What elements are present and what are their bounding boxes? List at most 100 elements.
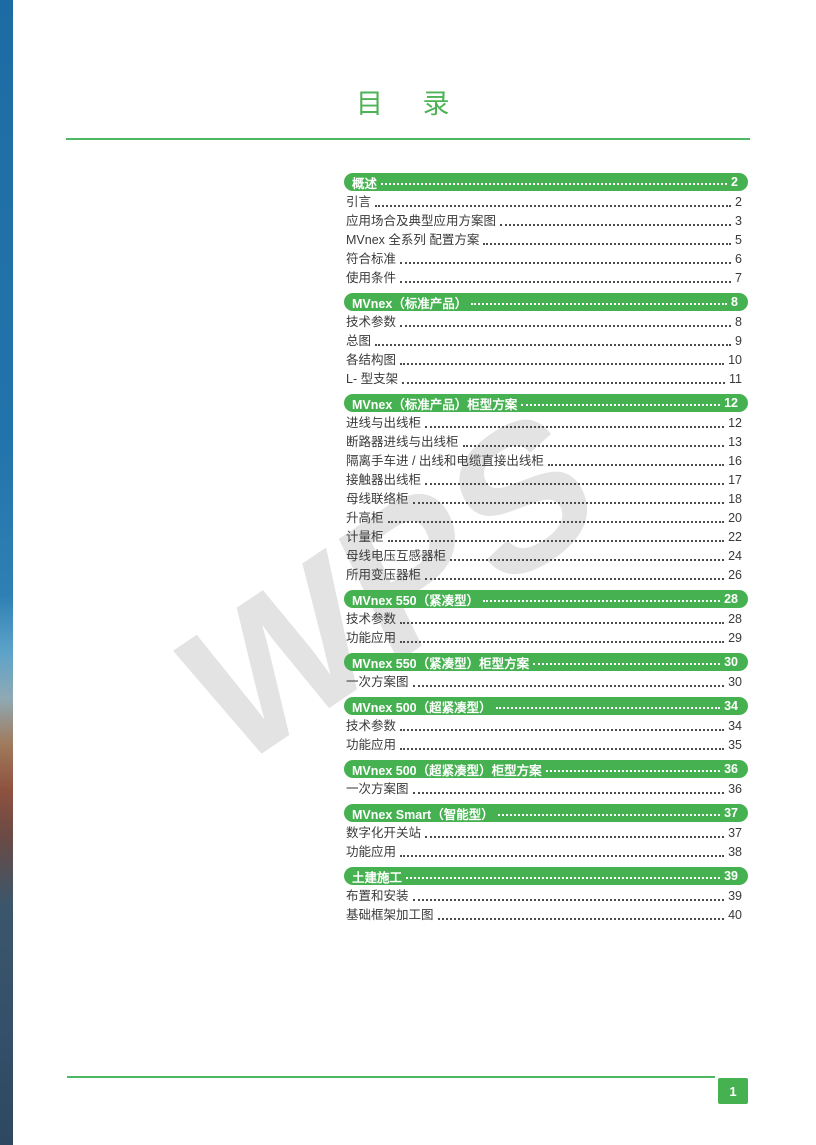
toc-section-header[interactable]: MVnex 500（超紧凑型） 34 — [344, 697, 748, 715]
toc-section: 概述 2 引言 2 应用场合及典型应用方案图 3 MVnex 全系列 配置方案 … — [344, 173, 748, 288]
dot-leader — [402, 382, 726, 384]
dot-leader — [400, 855, 725, 857]
toc-item-page-number: 29 — [728, 631, 742, 645]
toc-item-page-number: 30 — [728, 675, 742, 689]
toc-item[interactable]: 一次方案图 36 — [344, 780, 748, 799]
toc-item-page-number: 26 — [728, 568, 742, 582]
toc-item[interactable]: 母线联络柜 18 — [344, 490, 748, 509]
toc-item-page-number: 37 — [728, 826, 742, 840]
toc-item-label: 布置和安装 — [346, 889, 409, 903]
toc-item-label: 接触器出线柜 — [346, 473, 422, 487]
toc-item-page-number: 11 — [729, 372, 742, 386]
toc-section-header[interactable]: MVnex Smart（智能型） 37 — [344, 804, 748, 822]
toc-section-items: 布置和安装 39 基础框架加工图 40 — [344, 887, 748, 925]
dot-leader — [495, 707, 721, 709]
toc-item-label: 断路器进线与出线柜 — [346, 435, 459, 449]
toc-section-page-number: 2 — [731, 175, 738, 189]
toc-item-label: 一次方案图 — [346, 782, 409, 796]
toc-item[interactable]: 基础框架加工图 40 — [344, 906, 748, 925]
toc-item-page-number: 34 — [728, 719, 742, 733]
toc-section-header[interactable]: MVnex（标准产品） 8 — [344, 293, 748, 311]
toc-item-page-number: 13 — [728, 435, 742, 449]
page-title: 目 录 — [356, 89, 466, 119]
toc-item-label: 各结构图 — [346, 353, 397, 367]
dot-leader — [545, 770, 721, 772]
toc-item[interactable]: 计量柜 22 — [344, 528, 748, 547]
toc-item-page-number: 24 — [728, 549, 742, 563]
toc-item[interactable]: 布置和安装 39 — [344, 887, 748, 906]
dot-leader — [400, 748, 725, 750]
toc-item-label: 升高柜 — [346, 511, 384, 525]
toc-item-label: 技术参数 — [346, 612, 397, 626]
toc-item[interactable]: 功能应用 35 — [344, 736, 748, 755]
toc-item[interactable]: 升高柜 20 — [344, 509, 748, 528]
toc-section: MVnex（标准产品） 8 技术参数 8 总图 9 各结构图 10 L- 型支架… — [344, 293, 748, 389]
toc-item[interactable]: 技术参数 28 — [344, 610, 748, 629]
toc-item[interactable]: 应用场合及典型应用方案图 3 — [344, 212, 748, 231]
toc-section: 土建施工 39 布置和安装 39 基础框架加工图 40 — [344, 867, 748, 925]
dot-leader — [375, 344, 732, 346]
dot-leader — [412, 792, 725, 794]
toc-item[interactable]: 隔离手车进 / 出线和电缆直接出线柜 16 — [344, 452, 748, 471]
toc-item[interactable]: L- 型支架 11 — [344, 370, 748, 389]
dot-leader — [400, 262, 732, 264]
toc-item[interactable]: 功能应用 38 — [344, 843, 748, 862]
toc-section-label: MVnex 550（紧凑型） — [352, 593, 480, 608]
dot-leader — [375, 205, 732, 207]
toc-section-label: MVnex 500（超紧凑型） — [352, 700, 492, 715]
dot-leader — [400, 622, 725, 624]
toc-section-items: 进线与出线柜 12 断路器进线与出线柜 13 隔离手车进 / 出线和电缆直接出线… — [344, 414, 748, 585]
toc-item-label: 母线联络柜 — [346, 492, 409, 506]
dot-leader — [400, 363, 725, 365]
toc-item-label: 总图 — [346, 334, 372, 348]
toc-item[interactable]: 进线与出线柜 12 — [344, 414, 748, 433]
toc-section-page-number: 34 — [724, 699, 738, 713]
toc-item-page-number: 6 — [735, 252, 742, 266]
dot-leader — [400, 729, 725, 731]
toc-section-header[interactable]: MVnex（标准产品）柜型方案 12 — [344, 394, 748, 412]
toc-section: MVnex Smart（智能型） 37 数字化开关站 37 功能应用 38 — [344, 804, 748, 862]
toc-item-page-number: 9 — [735, 334, 742, 348]
toc-item[interactable]: 引言 2 — [344, 193, 748, 212]
toc-item-page-number: 22 — [728, 530, 742, 544]
toc-item[interactable]: 一次方案图 30 — [344, 673, 748, 692]
toc-section-items: 数字化开关站 37 功能应用 38 — [344, 824, 748, 862]
toc-section-page-number: 8 — [731, 295, 738, 309]
toc-item-page-number: 3 — [735, 214, 742, 228]
toc-section: MVnex（标准产品）柜型方案 12 进线与出线柜 12 断路器进线与出线柜 1… — [344, 394, 748, 585]
toc-item[interactable]: 功能应用 29 — [344, 629, 748, 648]
toc-section-header[interactable]: MVnex 500（超紧凑型）柜型方案 36 — [344, 760, 748, 778]
toc-item[interactable]: 所用变压器柜 26 — [344, 566, 748, 585]
toc-item[interactable]: 接触器出线柜 17 — [344, 471, 748, 490]
toc-item-page-number: 28 — [728, 612, 742, 626]
toc-section-header[interactable]: MVnex 550（紧凑型） 28 — [344, 590, 748, 608]
toc-item[interactable]: 数字化开关站 37 — [344, 824, 748, 843]
toc-section-header[interactable]: 概述 2 — [344, 173, 748, 191]
toc-item[interactable]: 断路器进线与出线柜 13 — [344, 433, 748, 452]
toc-item[interactable]: 使用条件 7 — [344, 269, 748, 288]
toc-item[interactable]: 各结构图 10 — [344, 351, 748, 370]
toc-section-label: 概述 — [352, 176, 378, 191]
toc-item-label: 应用场合及典型应用方案图 — [346, 214, 497, 228]
toc-section-label: MVnex（标准产品）柜型方案 — [352, 397, 518, 412]
toc-section-items: 技术参数 28 功能应用 29 — [344, 610, 748, 648]
toc-item-page-number: 17 — [728, 473, 742, 487]
toc-item[interactable]: 母线电压互感器柜 24 — [344, 547, 748, 566]
toc-item[interactable]: MVnex 全系列 配置方案 5 — [344, 231, 748, 250]
toc-section-header[interactable]: MVnex 550（紧凑型）柜型方案 30 — [344, 653, 748, 671]
toc-section-items: 一次方案图 36 — [344, 780, 748, 799]
toc-section-items: 技术参数 8 总图 9 各结构图 10 L- 型支架 11 — [344, 313, 748, 389]
toc-item[interactable]: 技术参数 34 — [344, 717, 748, 736]
dot-leader — [425, 426, 725, 428]
dot-leader — [437, 918, 725, 920]
toc-section: MVnex 500（超紧凑型）柜型方案 36 一次方案图 36 — [344, 760, 748, 799]
toc-item[interactable]: 总图 9 — [344, 332, 748, 351]
toc-section-header[interactable]: 土建施工 39 — [344, 867, 748, 885]
toc-item-page-number: 7 — [735, 271, 742, 285]
toc-section-label: MVnex Smart（智能型） — [352, 807, 494, 822]
bottom-divider-line — [67, 1076, 715, 1078]
toc-item[interactable]: 符合标准 6 — [344, 250, 748, 269]
toc-item[interactable]: 技术参数 8 — [344, 313, 748, 332]
page-number-badge: 1 — [718, 1078, 748, 1104]
toc-item-label: 进线与出线柜 — [346, 416, 422, 430]
